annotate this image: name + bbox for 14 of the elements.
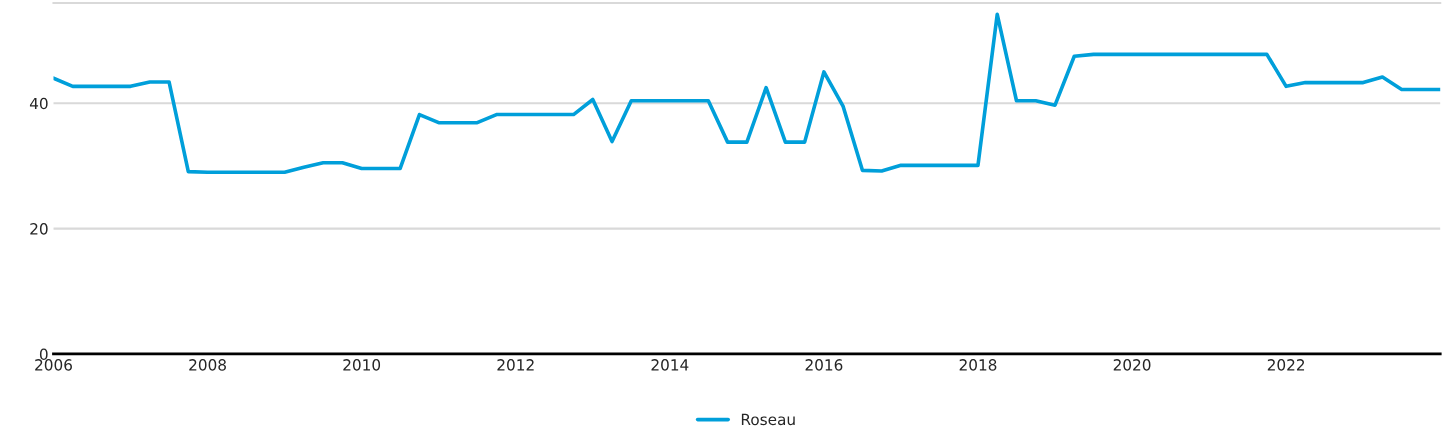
x-tick-label: 2012	[497, 359, 534, 371]
line-series	[53, 12, 1441, 175]
y-tick-label: 40	[29, 97, 48, 110]
y-tick-label: 20	[30, 223, 48, 235]
x-tick-label: 2010	[343, 359, 381, 371]
legend-label: Roseau	[741, 413, 795, 426]
x-tick-label: 2016	[805, 359, 843, 371]
x-tick-label: 2008	[189, 359, 226, 371]
y-tick-label: 0	[39, 348, 48, 360]
x-tick-label: 2022	[1267, 359, 1305, 371]
x-tick-label: 2020	[1113, 359, 1151, 371]
x-tick-label: 2006	[35, 359, 72, 371]
x-tick-label: 2014	[651, 359, 689, 371]
x-tick-label: 2018	[959, 359, 997, 371]
